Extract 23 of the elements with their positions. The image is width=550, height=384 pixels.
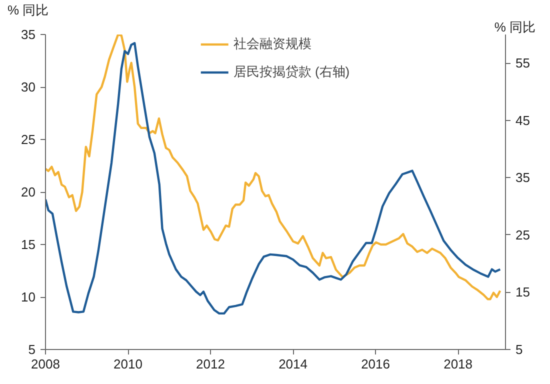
x-tick-label: 2010: [114, 356, 142, 372]
y-tick-label: 25: [21, 132, 36, 147]
x-tick-label: 2018: [444, 356, 473, 372]
y-axis-title: % 同比: [8, 2, 49, 18]
y-tick-label: 30: [21, 80, 36, 94]
y2-tick-label: 45: [516, 112, 530, 128]
y2-axis-title: % 同比: [494, 20, 536, 34]
legend-label: 社会融资规模: [233, 35, 312, 53]
y2-tick-label: 5: [516, 342, 523, 357]
y-tick-label: 5: [28, 342, 36, 357]
y-tick-label: 15: [21, 237, 36, 252]
x-tick-label: 2008: [31, 356, 60, 372]
x-tick-label: 2014: [278, 356, 308, 372]
y2-tick-label: 15: [516, 284, 530, 300]
y-tick-label: 20: [21, 184, 36, 200]
legend-label: 居民按揭贷款 (右轴): [233, 63, 350, 81]
y2-tick-label: 25: [516, 227, 530, 242]
y-tick-label: 10: [21, 290, 36, 304]
x-tick-label: 2012: [196, 356, 225, 372]
y2-tick-label: 35: [516, 170, 530, 186]
y-tick-label: 35: [21, 27, 36, 42]
x-tick-label: 2016: [361, 356, 390, 372]
y2-tick-label: 55: [516, 56, 530, 71]
